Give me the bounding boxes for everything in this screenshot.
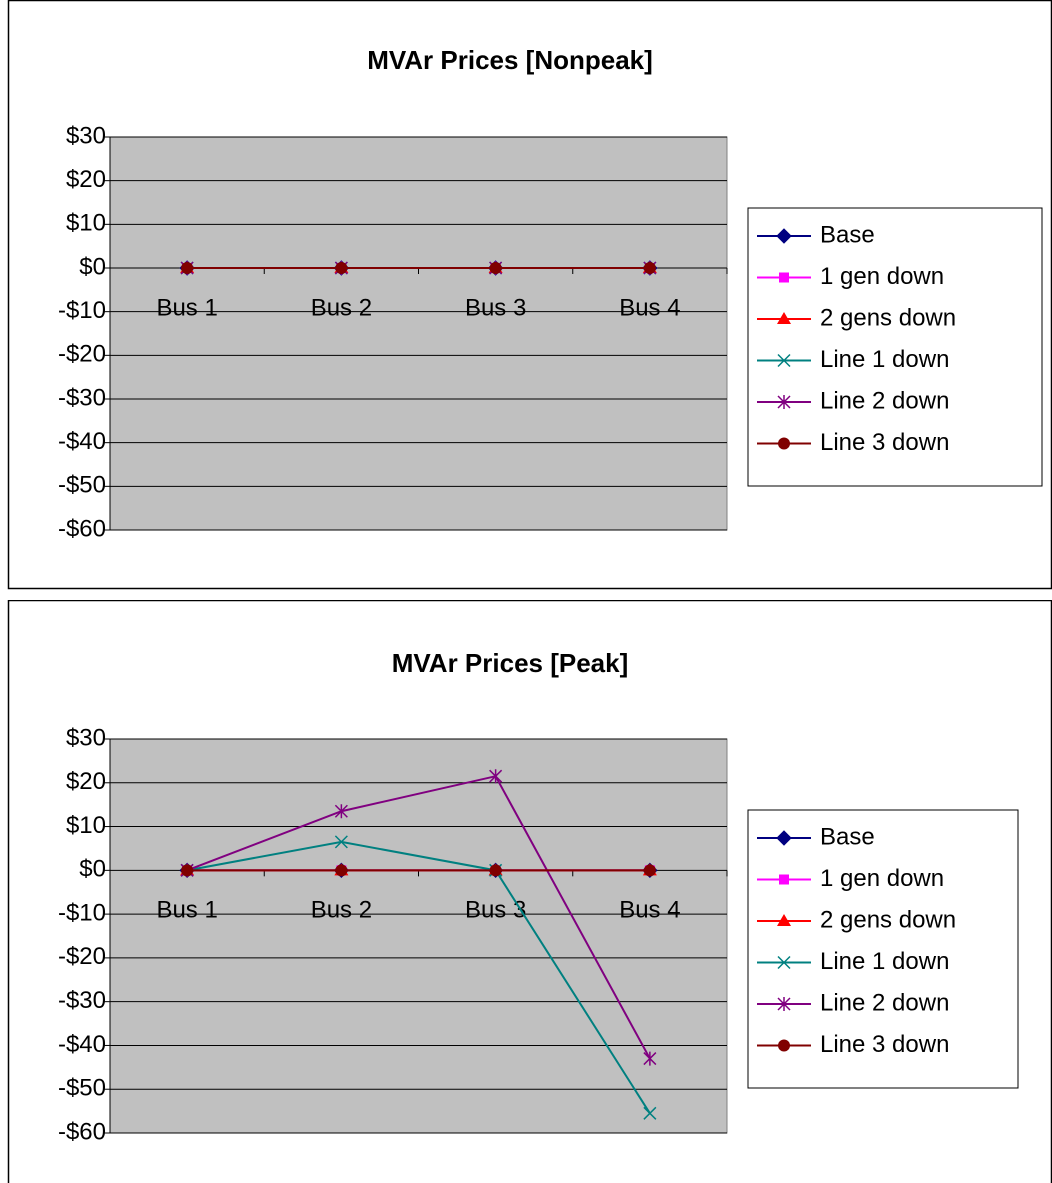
x-tick-label: Bus 2 [311, 897, 372, 924]
legend-label: 2 gens down [820, 906, 956, 933]
x-tick-label: Bus 4 [619, 897, 680, 924]
plot-area [109, 136, 728, 531]
marker [643, 1051, 657, 1066]
series-line [186, 840, 651, 1114]
marker [181, 864, 194, 877]
legend-label: Line 3 down [820, 429, 949, 456]
x-tick-label: Bus 1 [156, 294, 217, 321]
y-tick-label: -$10 [58, 899, 106, 926]
marker [777, 395, 791, 409]
legend-box [747, 207, 1043, 487]
x-tick-label: Bus 1 [156, 897, 217, 924]
marker [777, 312, 791, 324]
legend-label: Base [820, 221, 875, 248]
marker [777, 914, 791, 926]
marker [778, 437, 790, 450]
y-tick-label: -$20 [58, 943, 106, 970]
marker [335, 262, 348, 274]
y-tick-label: -$40 [58, 428, 106, 455]
y-tick-label: $10 [66, 210, 106, 237]
y-tick-label: -$30 [58, 384, 106, 411]
legend-label: 2 gens down [820, 304, 956, 331]
x-tick-label: Bus 4 [619, 294, 680, 321]
legend-box [747, 809, 1019, 1089]
y-tick-label: -$30 [58, 987, 106, 1014]
y-tick-label: -$10 [58, 297, 106, 324]
legend-label: Line 2 down [820, 387, 949, 414]
y-tick-label: $20 [66, 166, 106, 193]
legend-label: Line 2 down [820, 989, 949, 1016]
marker [778, 1039, 790, 1052]
y-tick-label: -$50 [58, 472, 106, 499]
marker [181, 262, 194, 274]
y-tick-label: -$60 [58, 1118, 106, 1145]
y-tick-label: -$60 [58, 515, 106, 542]
legend-label: Base [820, 823, 875, 850]
y-tick-label: $20 [66, 768, 106, 795]
marker [489, 864, 502, 877]
chart: MVAr Prices [Nonpeak] $30 $20 $10 $0 -$10 -$20… [7, 0, 1052, 590]
marker [643, 864, 656, 877]
y-tick-label: -$20 [58, 341, 106, 368]
marker [489, 769, 503, 784]
marker [779, 272, 789, 283]
marker [776, 228, 792, 244]
legend-label: 1 gen down [820, 263, 944, 290]
marker [335, 864, 348, 877]
legend-label: Line 1 down [820, 346, 949, 373]
y-tick-label: $30 [66, 724, 106, 751]
legend-label: Line 1 down [820, 948, 949, 975]
chart-title: MVAr Prices [Nonpeak] [367, 45, 653, 75]
marker [777, 955, 791, 970]
series-line [186, 775, 651, 1060]
marker [776, 830, 792, 846]
plot-area [109, 738, 728, 1134]
marker [489, 262, 502, 274]
x-tick-label: Bus 2 [311, 294, 372, 321]
x-tick-label: Bus 3 [465, 897, 526, 924]
y-tick-label: $0 [79, 856, 106, 883]
chart: MVAr Prices [Peak] $30 $20 $10 $0 -$10 -$20 -$3… [7, 600, 1052, 1183]
chart-title: MVAr Prices [Peak] [392, 648, 629, 678]
marker [779, 874, 789, 885]
marker [777, 353, 791, 368]
y-tick-label: $0 [79, 253, 106, 280]
marker [777, 997, 791, 1011]
y-tick-label: $10 [66, 812, 106, 839]
marker [334, 835, 348, 849]
y-tick-label: -$50 [58, 1075, 106, 1102]
legend-label: Line 3 down [820, 1031, 949, 1058]
marker [643, 262, 656, 274]
x-tick-label: Bus 3 [465, 294, 526, 321]
y-tick-label: -$40 [58, 1031, 106, 1058]
legend-label: 1 gen down [820, 865, 944, 892]
y-tick-label: $30 [66, 122, 106, 149]
marker [643, 1106, 657, 1120]
marker [334, 804, 348, 819]
